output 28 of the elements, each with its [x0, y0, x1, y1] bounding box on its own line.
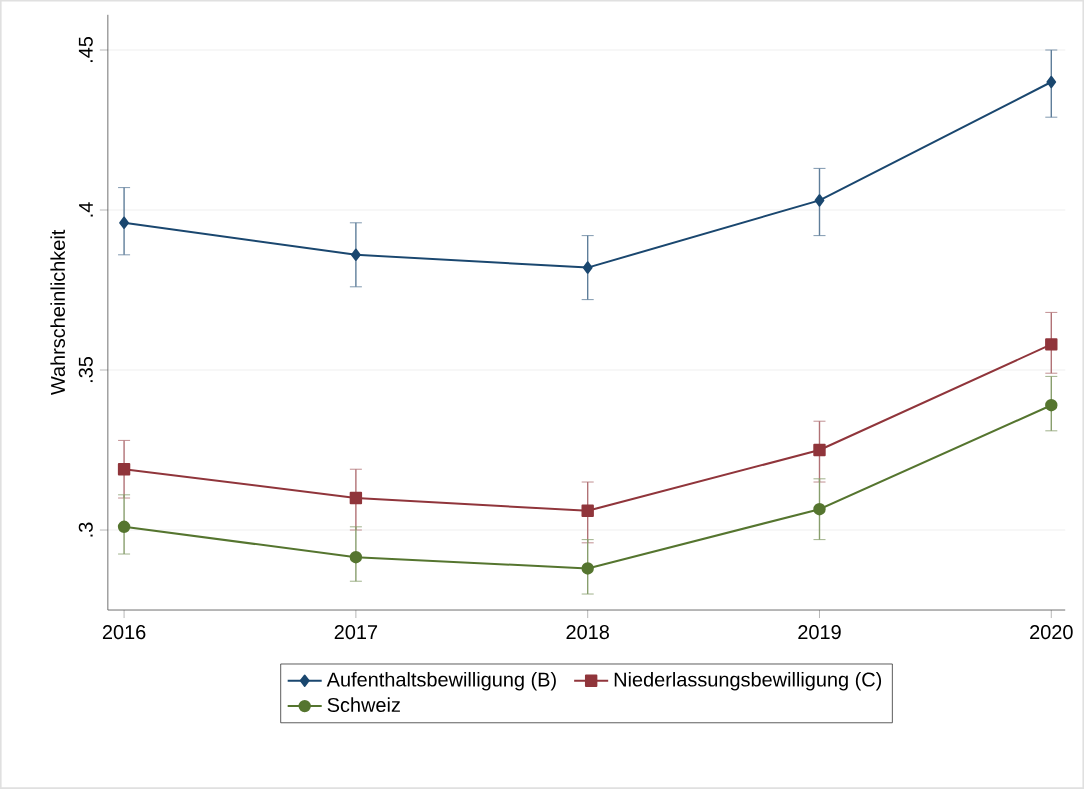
y-tick-label: .35: [78, 357, 93, 383]
point: [350, 248, 361, 262]
y-axis-title: Wahrscheinlichkeit: [50, 229, 65, 396]
point: [1046, 75, 1057, 89]
point: [581, 504, 594, 518]
point: [582, 261, 593, 274]
point: [581, 562, 594, 575]
point: [1045, 338, 1058, 351]
point: [814, 194, 825, 207]
point: [119, 216, 129, 230]
y-tick-label: .45: [78, 37, 93, 63]
point: [813, 443, 826, 457]
point: [349, 491, 363, 505]
point: [117, 463, 131, 476]
x-tick-label: 2019: [798, 625, 841, 640]
point: [1045, 399, 1058, 412]
y-tick-label: .3: [78, 522, 93, 537]
point: [117, 520, 131, 534]
legend-label: Aufenthaltsbewilligung (B): [326, 672, 556, 691]
legend-label: Niederlassungsbewilligung (C): [614, 672, 882, 691]
x-tick-label: 2017: [334, 625, 378, 640]
legend-label: Schweiz: [327, 697, 400, 713]
x-tick-label: 2016: [102, 625, 146, 640]
point: [813, 503, 826, 516]
x-tick-label: 2020: [1030, 625, 1073, 640]
point: [349, 551, 363, 564]
x-tick-label: 2018: [566, 625, 609, 640]
y-tick-label: .4: [79, 202, 93, 217]
